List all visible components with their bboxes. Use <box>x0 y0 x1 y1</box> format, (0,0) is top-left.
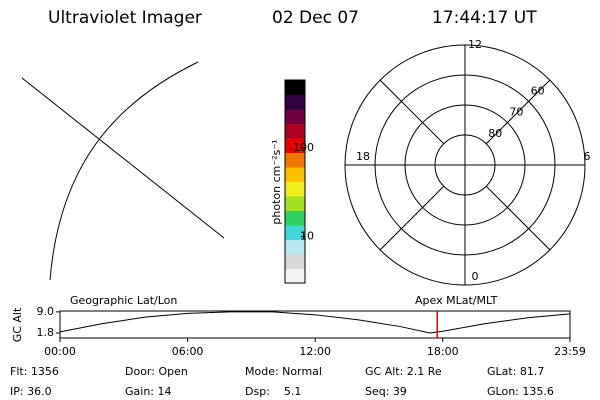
colorbar-tick-label: 100 <box>293 141 314 154</box>
altitude-curve <box>59 311 571 334</box>
info-field: Gain: 14 <box>125 385 172 398</box>
colorbar-cell <box>285 239 305 255</box>
colorbar-cell <box>285 225 305 240</box>
polar-spoke <box>485 79 551 145</box>
colorbar-cell <box>285 138 305 153</box>
polar-mlt-label: 18 <box>356 150 370 163</box>
x-tick-label: 06:00 <box>172 345 204 358</box>
colorbar-frame <box>284 79 306 284</box>
colorbar-cell <box>285 268 305 284</box>
polar-spoke <box>379 185 445 251</box>
x-tick-label: 18:00 <box>427 345 459 358</box>
map-arc <box>49 61 199 281</box>
colorbar-cell <box>285 210 305 226</box>
right-label: Apex MLat/MLT <box>415 294 498 307</box>
time: 17:44:17 UT <box>432 8 537 28</box>
colorbar-label: photon cm⁻²s⁻¹ <box>270 139 283 224</box>
title: Ultraviolet Imager <box>48 8 202 28</box>
colorbar-cell <box>285 152 305 168</box>
colorbar-cell <box>285 123 305 139</box>
colorbar-cell <box>285 196 305 211</box>
x-tick-label: 12:00 <box>299 345 331 358</box>
info-field: Dsp: 5.1 <box>245 385 301 398</box>
left-label: Geographic Lat/Lon <box>70 294 177 307</box>
y-tick-label: 1.8 <box>37 326 55 339</box>
map-line <box>21 77 225 239</box>
date: 02 Dec 07 <box>272 8 359 28</box>
polar-mlt-label: 6 <box>584 150 591 163</box>
colorbar-cell <box>285 109 305 124</box>
colorbar-tick-label: 10 <box>300 230 314 243</box>
info-field: GC Alt: 2.1 Re <box>365 365 442 378</box>
polar-mlt-label: 0 <box>472 270 479 283</box>
colorbar-cell <box>285 181 305 197</box>
polar-ring-label: 70 <box>509 106 523 119</box>
info-field: IP: 36.0 <box>10 385 52 398</box>
map-panel <box>21 61 225 281</box>
info-field: GLat: 81.7 <box>487 365 544 378</box>
info-field: GLon: 135.6 <box>487 385 554 398</box>
info-field: Flt: 1356 <box>10 365 59 378</box>
y-tick-label: 9.0 <box>37 305 55 318</box>
x-tick-label: 23:59 <box>554 345 586 358</box>
colorbar-cell <box>285 80 305 95</box>
info-field: Mode: Normal <box>245 365 322 378</box>
polar-spoke <box>485 185 551 251</box>
x-tick-label: 00:00 <box>44 345 76 358</box>
info-field: Seq: 39 <box>365 385 407 398</box>
colorbar-cell <box>285 94 305 110</box>
colorbar-cell <box>285 254 305 269</box>
colorbar-cell <box>285 167 305 182</box>
polar-spoke <box>379 79 445 145</box>
info-field: Door: Open <box>125 365 188 378</box>
polar-mlt-label: 12 <box>468 38 482 51</box>
polar-ring-label: 80 <box>488 127 502 140</box>
polar-ring-label: 60 <box>531 84 545 97</box>
y-axis-label: GC Alt <box>11 307 24 342</box>
